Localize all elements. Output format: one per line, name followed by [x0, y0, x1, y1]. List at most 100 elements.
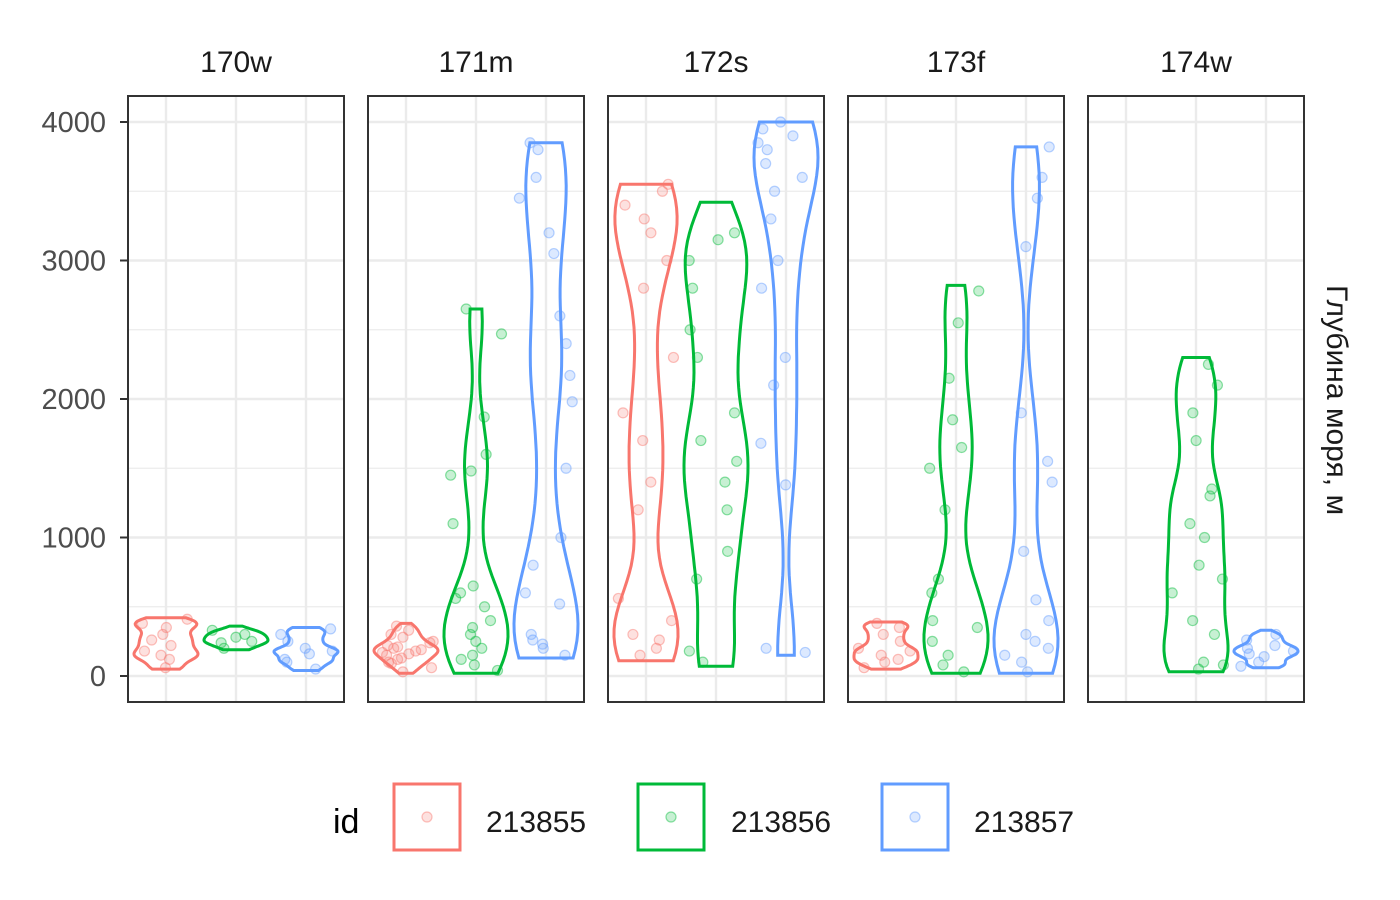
data-point [388, 642, 400, 654]
data-point [617, 407, 629, 419]
panel-border [367, 95, 585, 703]
data-point [875, 649, 887, 661]
data-point [519, 587, 531, 599]
legend-key-box [880, 782, 950, 852]
facet-label: 173f [927, 46, 986, 79]
legend: id 213855 213856 213857 [333, 782, 1074, 852]
data-point [926, 635, 938, 647]
legend-title: id [333, 803, 359, 841]
data-point [645, 227, 657, 239]
data-point [1269, 639, 1281, 652]
data-point [653, 634, 665, 646]
data-point [728, 407, 741, 419]
legend-key-213857 [880, 782, 950, 852]
violin-213856 [202, 624, 270, 652]
data-point [376, 646, 389, 659]
data-point [447, 518, 459, 530]
data-point [686, 282, 699, 294]
data-point [1190, 434, 1202, 447]
data-point [761, 144, 773, 156]
data-point [937, 659, 949, 671]
data-point [877, 628, 889, 641]
facet-panel-174w: 174w [1087, 46, 1305, 703]
data-point [1042, 642, 1054, 654]
data-point [381, 649, 393, 661]
data-point [467, 580, 479, 592]
data-point [619, 199, 631, 211]
data-point [1018, 545, 1030, 557]
violin-213855 [372, 621, 440, 675]
data-point [543, 227, 555, 239]
data-point [942, 649, 954, 661]
data-point [392, 653, 404, 665]
data-point [403, 648, 415, 660]
data-point [537, 638, 549, 650]
data-point [768, 185, 781, 197]
legend-key-box [636, 782, 706, 852]
legend-key-point [909, 811, 921, 823]
data-point [566, 396, 578, 408]
data-point [1243, 648, 1255, 660]
data-point [1020, 628, 1032, 641]
data-point [397, 631, 409, 643]
legend-key-point [665, 811, 677, 823]
facet-label: 170w [200, 46, 272, 79]
data-point [155, 649, 167, 661]
data-point [466, 621, 479, 634]
facet-panel-170w: 170w [127, 46, 345, 703]
data-point [760, 157, 772, 170]
data-point [719, 476, 731, 488]
data-point [527, 634, 539, 646]
data-point [634, 649, 646, 661]
data-point [564, 369, 576, 382]
facet-panel-173f: 173f [847, 46, 1065, 703]
violin-213855 [132, 616, 200, 671]
data-point [768, 379, 780, 391]
data-point [772, 254, 784, 267]
data-point [275, 628, 287, 641]
data-point [973, 285, 985, 297]
panel-border [847, 95, 1065, 703]
data-point [1029, 635, 1041, 647]
legend-label: 213856 [731, 806, 831, 839]
data-point [1046, 476, 1058, 488]
legend-key-213856 [636, 782, 706, 852]
data-point [239, 628, 251, 641]
violin-213857 [1232, 628, 1300, 670]
data-point [1184, 518, 1196, 530]
data-point [230, 631, 242, 643]
data-point [468, 659, 480, 671]
data-point [527, 559, 539, 571]
violin-213857 [992, 145, 1060, 675]
data-point [799, 646, 811, 659]
data-point [403, 624, 415, 636]
legend-key-213855 [392, 782, 462, 852]
legend-key-box [392, 782, 462, 852]
data-point [476, 642, 488, 654]
data-point [1043, 614, 1055, 627]
data-point [554, 598, 566, 610]
data-point [410, 645, 422, 657]
data-point [1206, 483, 1218, 495]
data-point [721, 504, 733, 516]
data-point [560, 462, 572, 474]
y-axis-title: Глубина моря, м [1320, 285, 1353, 515]
legend-label: 213857 [974, 806, 1074, 839]
data-point [1187, 407, 1199, 419]
violin-213856 [442, 307, 510, 675]
legend-label: 213855 [486, 806, 586, 839]
data-point [1030, 594, 1042, 606]
data-point [765, 213, 777, 225]
data-point [455, 653, 467, 665]
data-point [478, 601, 491, 613]
data-point [1031, 192, 1043, 204]
data-point [1208, 628, 1221, 641]
panel-border [1087, 95, 1305, 703]
data-point [138, 645, 151, 657]
data-point [484, 614, 497, 627]
data-point [787, 130, 799, 142]
data-point [927, 614, 939, 627]
data-point [760, 642, 772, 654]
data-point [1020, 241, 1032, 253]
y-axis: 0 1000 2000 3000 4000 [41, 107, 128, 693]
